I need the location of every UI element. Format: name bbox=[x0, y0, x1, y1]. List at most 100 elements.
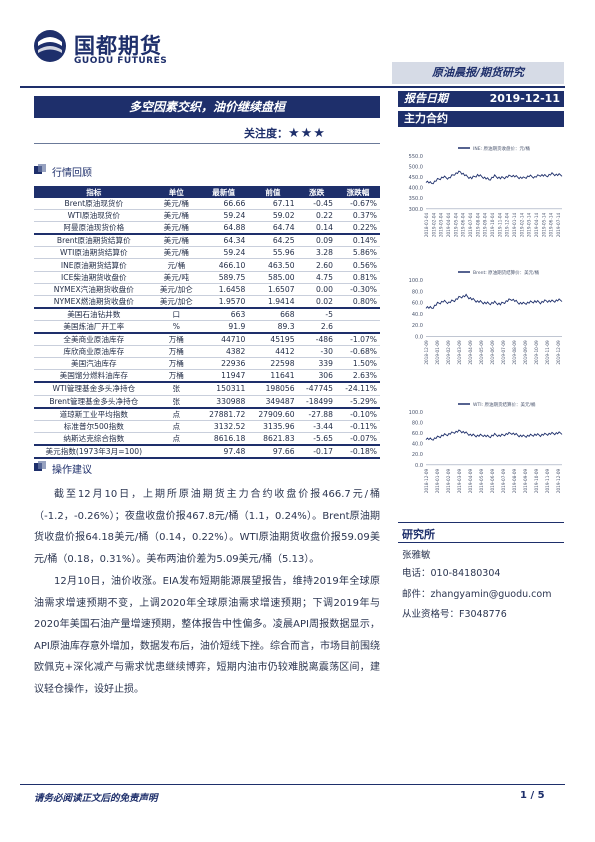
table-cell: 美元/加仑 bbox=[153, 295, 200, 309]
table-cell: Brent原油期货结算价 bbox=[34, 234, 154, 248]
table-cell: NYMEX燃油期货收盘价 bbox=[34, 295, 154, 309]
x-tick-label: 2019-06-14 bbox=[549, 212, 554, 237]
y-tick-label: 0.0 bbox=[415, 463, 423, 469]
table-cell: NYMEX汽油期货收盘价 bbox=[34, 283, 154, 296]
table-cell: 点 bbox=[153, 407, 200, 421]
x-tick-label: 2019-03-04 bbox=[439, 212, 444, 237]
table-cell: WTI原油现货价 bbox=[34, 209, 154, 223]
title-bar bbox=[34, 96, 380, 118]
table-cell: -0.10% bbox=[335, 407, 380, 421]
disclaimer-link[interactable]: 请务必阅读正文后的免责声明 bbox=[34, 793, 158, 804]
x-tick-label: 2018-01-04 bbox=[424, 212, 429, 237]
table-cell: -24.11% bbox=[335, 382, 380, 396]
table-cell: 349487 bbox=[248, 395, 298, 409]
table-cell: 美国汽油库存 bbox=[34, 357, 154, 371]
table-cell: 万桶 bbox=[153, 345, 200, 359]
table-cell: 89.3 bbox=[248, 320, 298, 334]
table-row: 美国炼油厂开工率% 91.9 89.3 2.6 bbox=[34, 320, 380, 334]
report-title: 多空因素交织，油价继续盘桓 bbox=[128, 100, 285, 114]
table-cell: -0.17 bbox=[297, 444, 336, 459]
x-tick-label: 2019-09-04 bbox=[483, 212, 488, 237]
x-tick-label: 2019-09-09 bbox=[523, 340, 528, 365]
table-cell: 万桶 bbox=[153, 357, 200, 371]
advice-paragraph-2: 12月10日，油价收涨。EIA发布短期能源展望报告，维持2019年全球原油需求增… bbox=[34, 576, 380, 695]
table-header-cell: 涨跌 bbox=[297, 186, 336, 198]
table-row: 标准普尔500指数点 3132.52 3135.96 -3.44 -0.11% bbox=[34, 420, 380, 433]
table-row: 美国石油钻井数口 663 668 -5 bbox=[34, 307, 380, 321]
table-header-cell: 单位 bbox=[153, 186, 200, 198]
y-tick-label: 100.0 bbox=[409, 278, 423, 284]
table-row: WTI管理基金多头净持仓张 150311 198056 -47745 -24.11% bbox=[34, 382, 380, 396]
table-cell: 元/桶 bbox=[153, 258, 200, 272]
brent-price-chart: Brent: 原油期货结算价：美元/桶 100.0 80.0 60.0 40.0 20.0… bbox=[409, 269, 563, 365]
table-cell: -5 bbox=[297, 307, 336, 321]
x-tick-label: 2019-03-09 bbox=[457, 340, 462, 365]
table-cell: -47745 bbox=[297, 382, 336, 396]
table-cell: INE原油期货结算价 bbox=[34, 258, 154, 272]
table-cell: -0.30% bbox=[335, 283, 380, 296]
logo-name: 国都期货 bbox=[74, 34, 162, 58]
table-cell: 339 bbox=[297, 357, 336, 371]
y-tick-label: 20.0 bbox=[412, 452, 423, 458]
table-cell: 口 bbox=[153, 307, 200, 321]
table-cell: 44710 bbox=[199, 333, 249, 347]
y-tick-label: 500.0 bbox=[409, 165, 423, 171]
table-cell: 150311 bbox=[199, 382, 249, 396]
legend-text: WTI: 原油期货结算价：美元/桶 bbox=[473, 401, 536, 408]
table-cell: 466.10 bbox=[199, 258, 249, 272]
table-cell: 美元/桶 bbox=[153, 246, 200, 260]
table-cell: Brent原油现货价 bbox=[34, 198, 154, 211]
table-cell: 阿曼原油现货价格 bbox=[34, 221, 154, 236]
table-cell: 点 bbox=[153, 432, 200, 446]
table-cell: -0.18% bbox=[335, 444, 380, 459]
table-cell: 59.24 bbox=[199, 246, 249, 260]
x-tick-label: 2019-08-09 bbox=[512, 340, 517, 365]
footer-rule bbox=[20, 784, 565, 785]
x-tick-label: 2019-04-04 bbox=[446, 212, 451, 237]
x-tick-label: 2019-08-04 bbox=[475, 212, 480, 237]
table-cell: 22936 bbox=[199, 357, 249, 371]
table-cell: -18499 bbox=[297, 395, 336, 409]
table-cell: -30 bbox=[297, 345, 336, 359]
table-cell: 美元指数(1973年3月=100) bbox=[34, 444, 154, 459]
star-icon: ★★★ bbox=[288, 126, 326, 141]
table-row: WTI原油期货结算价 美元/桶 59.24 55.96 3.28 5.86% bbox=[34, 246, 380, 260]
table-cell: 4412 bbox=[248, 345, 298, 359]
table-header-cell: 最新值 bbox=[199, 186, 249, 198]
table-row: 美国馏分燃料油库存 万桶 11947 11641 306 2.63% bbox=[34, 369, 380, 384]
table-cell: Brent管理基金多头净持仓 bbox=[34, 395, 154, 409]
table-row: 阿曼原油现货价格 美元/桶 64.88 64.74 0.14 0.22% bbox=[34, 221, 380, 236]
y-tick-label: 100.0 bbox=[409, 410, 423, 416]
table-cell: 27881.72 bbox=[199, 407, 249, 421]
x-tick-label: 2019-02-09 bbox=[446, 468, 451, 493]
table-cell bbox=[335, 307, 380, 321]
market-table: 指标 单位 最新值 前值 涨跌 涨跌幅 Brent原油现货价 美元/桶 66.66 67.11-… bbox=[34, 186, 380, 459]
table-cell: 11947 bbox=[199, 369, 249, 384]
section-icon bbox=[34, 461, 46, 471]
x-tick-label: 2019-02-04 bbox=[431, 212, 436, 237]
table-row: 道琼斯工业平均指数点 27881.72 27909.60 -27.88 -0.10% bbox=[34, 407, 380, 421]
researcher-email[interactable]: 邮件：zhangyamin@guodu.com bbox=[402, 589, 552, 600]
table-cell: 66.66 bbox=[199, 198, 249, 211]
table-cell: 64.25 bbox=[248, 234, 298, 248]
table-cell: 27909.60 bbox=[248, 407, 298, 421]
table-header-cell: 指标 bbox=[34, 186, 154, 198]
table-cell: ICE柴油期货收盘价 bbox=[34, 271, 154, 284]
table-cell: 张 bbox=[153, 395, 200, 409]
table-cell: 585.00 bbox=[248, 271, 298, 284]
table-cell: 55.96 bbox=[248, 246, 298, 260]
x-tick-label: 2019-12-09 bbox=[556, 468, 561, 493]
table-cell: -0.67% bbox=[335, 198, 380, 211]
table-cell: 库欣商业原油库存 bbox=[34, 345, 154, 359]
x-tick-label: 2019-05-09 bbox=[479, 340, 484, 365]
table-cell: 美元/桶 bbox=[153, 209, 200, 223]
x-tick-label: 2018-12-09 bbox=[424, 340, 429, 365]
market-review-heading: 行情回顾 bbox=[52, 168, 92, 179]
x-tick-label: 2019-11-04 bbox=[497, 212, 502, 237]
table-cell: -486 bbox=[297, 333, 336, 347]
table-cell: 2.63% bbox=[335, 369, 380, 384]
researcher-license: 从业资格号：F3048776 bbox=[402, 609, 507, 620]
table-cell: 4.75 bbox=[297, 271, 336, 284]
attention-label: 关注度： bbox=[244, 127, 288, 140]
table-row: NYMEX燃油期货收盘价 美元/加仑 1.9570 1.9414 0.02 0.80% bbox=[34, 295, 380, 309]
